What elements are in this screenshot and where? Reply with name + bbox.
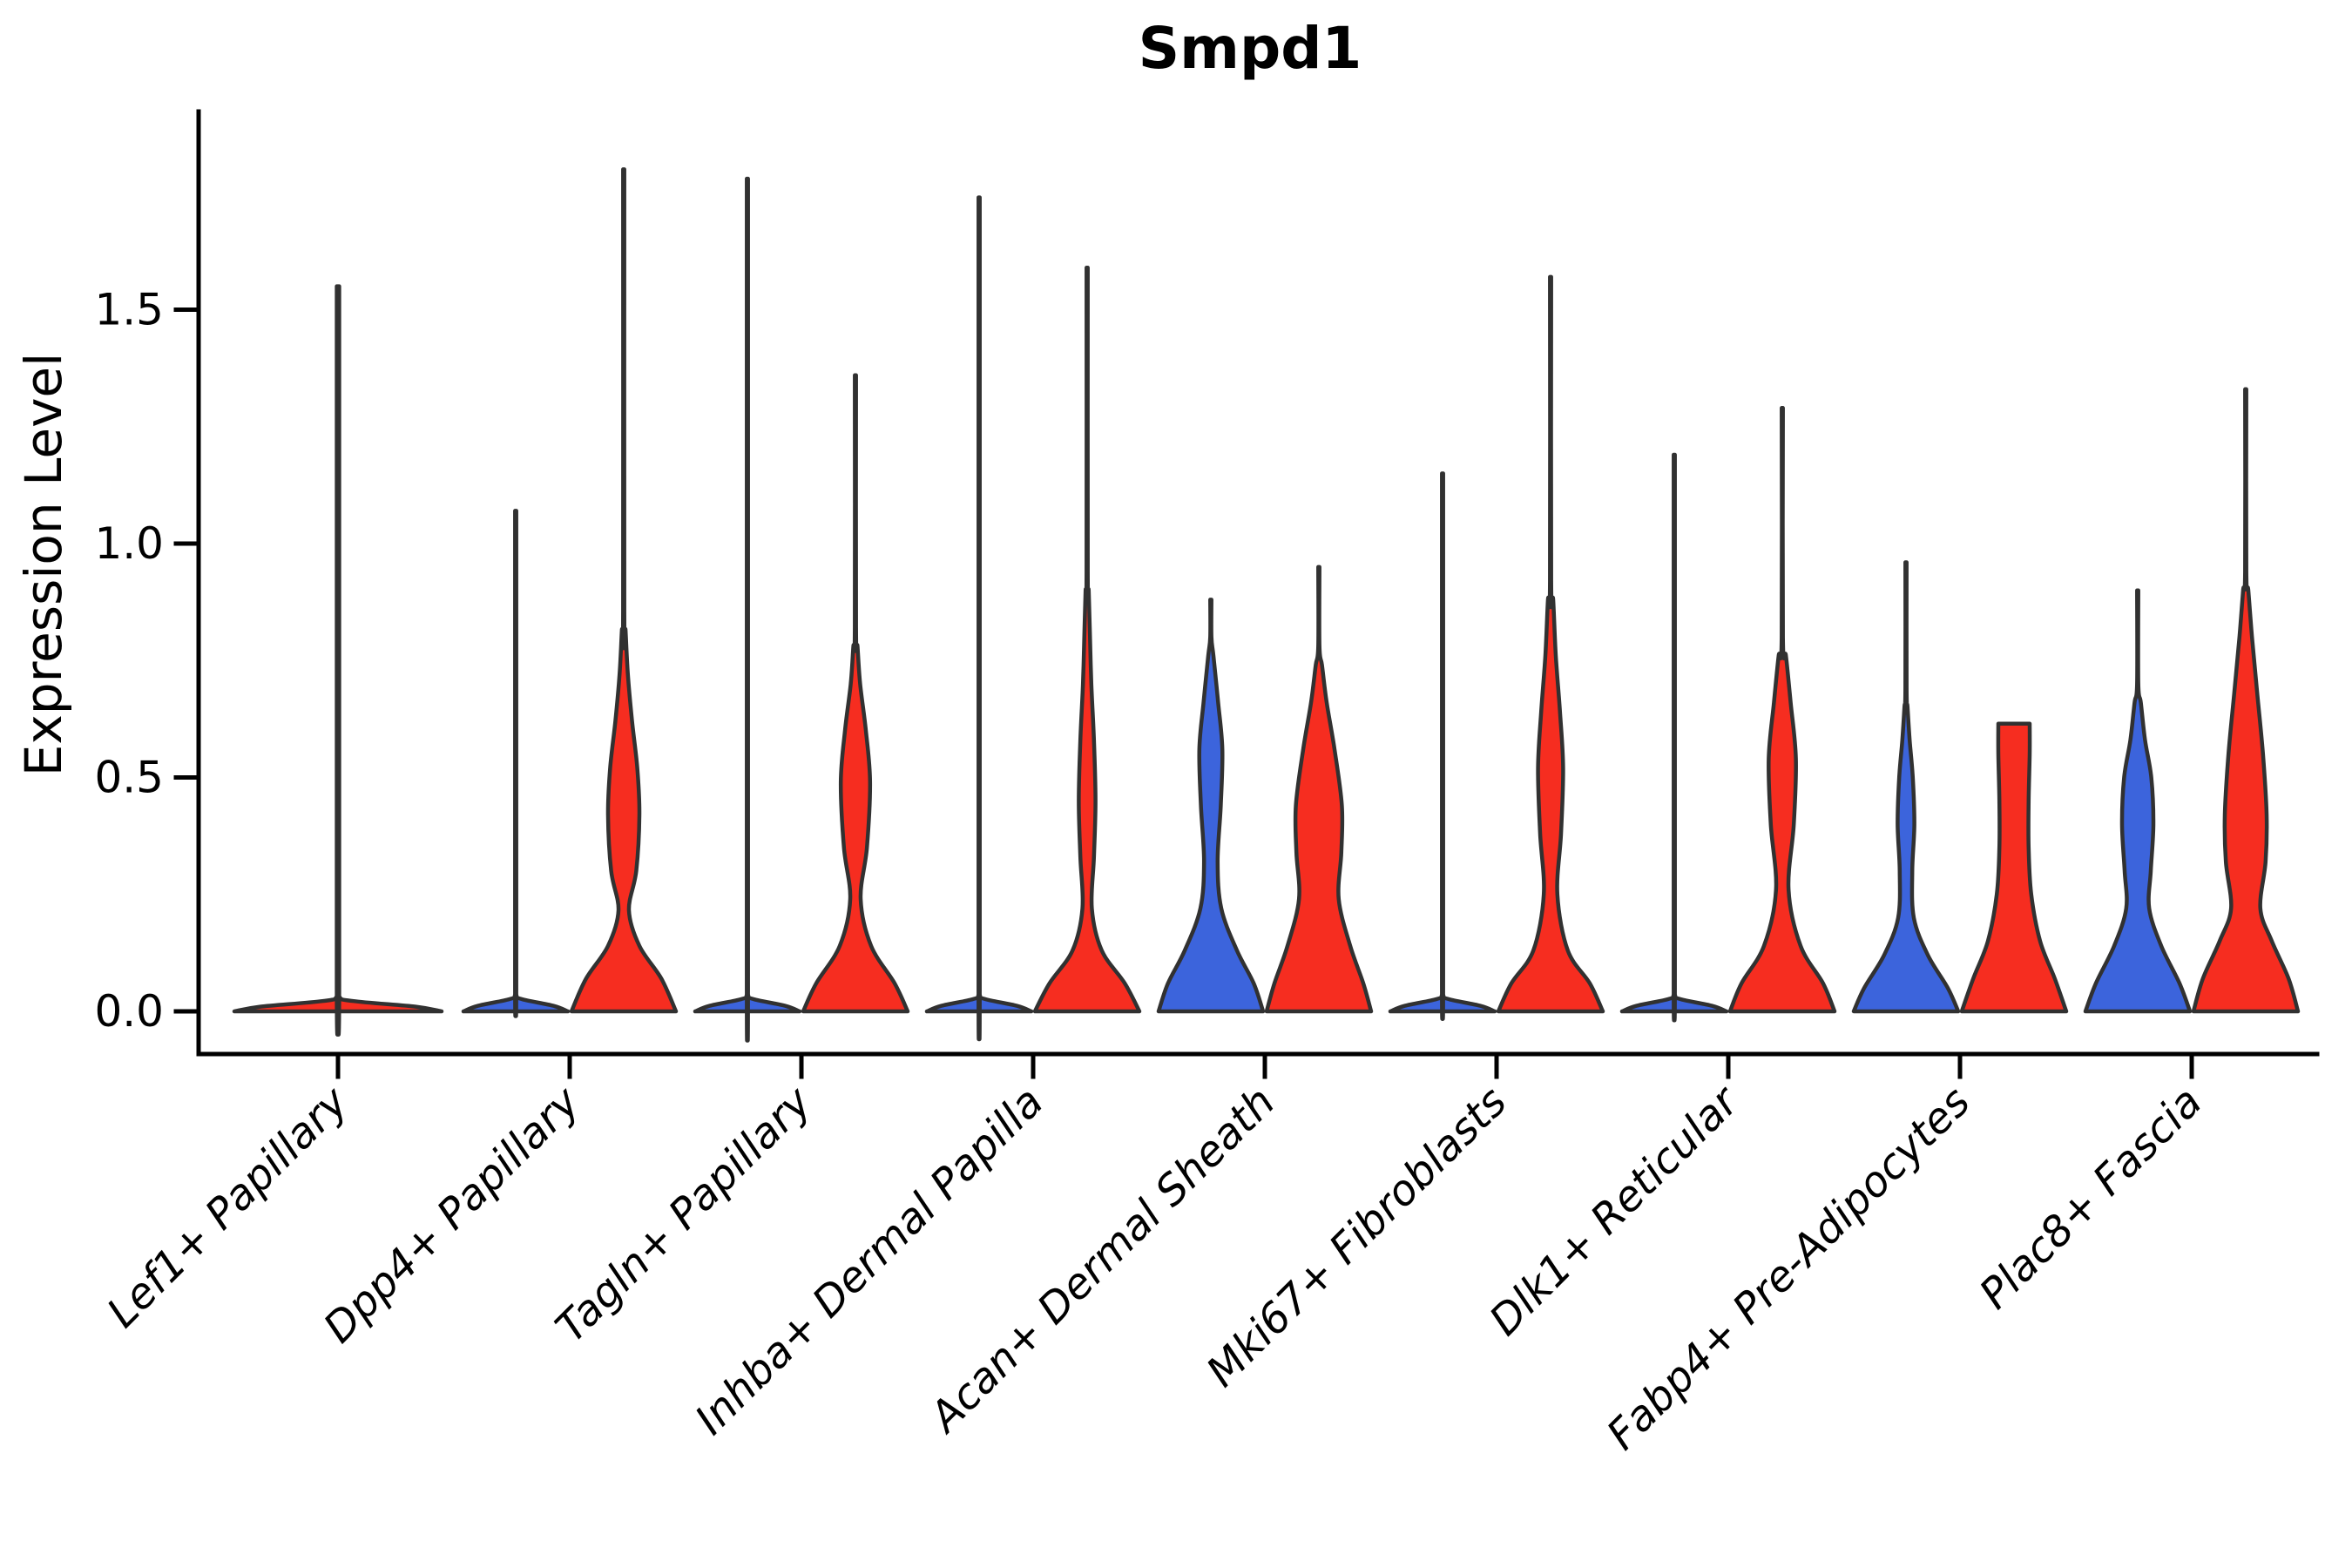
violin-lef1-papillary-red xyxy=(232,284,444,1037)
violin-acan-dermal-sheath-red xyxy=(1264,564,1374,1014)
y-tick-label: 1.0 xyxy=(94,518,164,569)
plot-title: Smpd1 xyxy=(1139,15,1362,82)
violin-dpp4-papillary-red xyxy=(569,167,679,1014)
violin-fabp4-pre-adipocytes-red xyxy=(1959,721,2069,1014)
violin-mki67-fibroblasts-red xyxy=(1496,274,1605,1014)
x-tick-label-dpp4-papillary: Dpp4+ Papillary xyxy=(314,1077,590,1352)
y-tick-label: 0.0 xyxy=(94,986,164,1037)
y-axis-label: Expression Level xyxy=(14,353,73,776)
x-tick-label-lef1-papillary: Lef1+ Papillary xyxy=(98,1077,358,1337)
violin-dpp4-papillary-blue xyxy=(461,509,571,1018)
violin-dlk1-reticular-red xyxy=(1727,406,1837,1014)
y-tick-label: 0.5 xyxy=(94,753,164,803)
x-tick-label-dlk1-reticular: Dlk1+ Reticular xyxy=(1480,1076,1750,1346)
violin-tagln-papillary-blue xyxy=(693,176,802,1043)
violin-acan-dermal-sheath-blue xyxy=(1156,598,1266,1014)
violin-plac8-fascia-red xyxy=(2191,387,2301,1014)
violin-tagln-papillary-red xyxy=(801,373,910,1014)
violin-inhba-dermal-papilla-blue xyxy=(924,195,1034,1041)
violin-inhba-dermal-papilla-red xyxy=(1032,265,1142,1014)
x-tick-label-plac8-fascia: Plac8+ Fascia xyxy=(1970,1078,2212,1319)
violin-fabp4-pre-adipocytes-blue xyxy=(1851,560,1961,1014)
x-tick-label-tagln-papillary: Tagln+ Papillary xyxy=(546,1077,821,1352)
violins-layer xyxy=(232,167,2301,1043)
violin-mki67-fibroblasts-blue xyxy=(1388,471,1497,1021)
violin-dlk1-reticular-blue xyxy=(1619,452,1729,1023)
violin-plac8-fascia-blue xyxy=(2083,588,2193,1014)
y-tick-label: 1.5 xyxy=(94,285,164,335)
